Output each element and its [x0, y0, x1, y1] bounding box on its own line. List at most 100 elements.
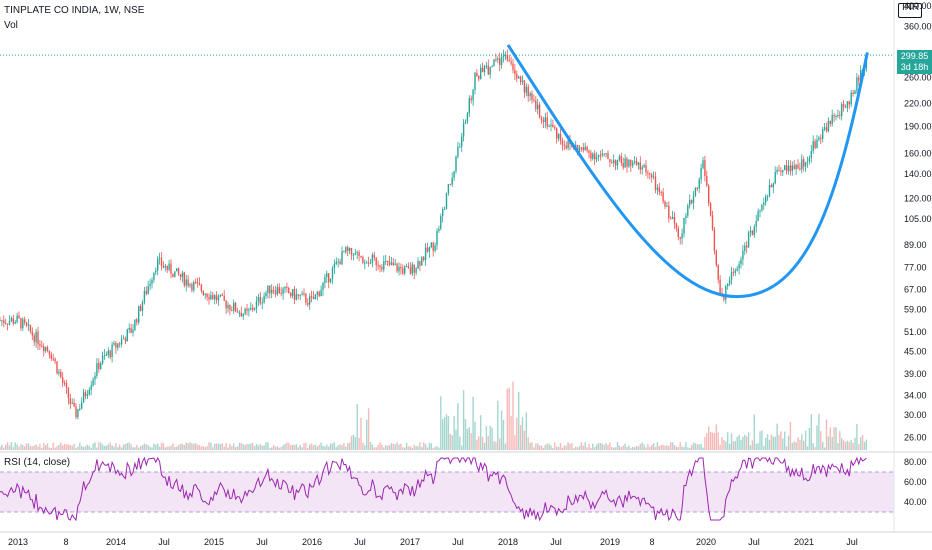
volume-bar: [804, 430, 807, 450]
candle-body: [347, 247, 349, 251]
candle-body: [157, 258, 159, 271]
candle-body: [540, 117, 543, 121]
candle-body: [278, 287, 280, 294]
volume-bar: [6, 442, 9, 450]
candle-body: [386, 260, 389, 262]
price-tick-label: 34.00: [904, 391, 927, 401]
volume-bar: [504, 443, 507, 450]
volume-bar: [668, 445, 670, 450]
candle-body: [770, 185, 773, 188]
volume-bar: [335, 447, 337, 450]
volume-bar: [789, 421, 792, 450]
candle-body: [284, 286, 286, 289]
currency-button[interactable]: [898, 3, 922, 18]
candle-body: [404, 266, 406, 274]
time-tick-label: 2013: [8, 537, 28, 547]
volume-bar: [81, 445, 83, 450]
volume-bar: [60, 442, 62, 450]
candle-body: [265, 293, 267, 297]
candle-body: [48, 350, 51, 355]
candle-body: [846, 101, 849, 108]
volume-bar: [759, 431, 761, 450]
candle-body: [1, 320, 3, 322]
volume-bar: [776, 423, 778, 450]
volume-bar: [343, 443, 345, 450]
candle-body: [497, 58, 499, 60]
volume-bar: [113, 446, 115, 450]
candle-body: [335, 261, 337, 264]
volume-bar: [381, 444, 383, 450]
candle-body: [719, 279, 721, 295]
candle-body: [364, 262, 366, 264]
volume-bar: [191, 443, 193, 450]
candle-body: [385, 260, 387, 262]
candle-body: [768, 185, 771, 197]
volume-bar: [738, 434, 740, 450]
volume-bar: [633, 447, 636, 450]
candle-body: [236, 311, 239, 313]
volume-bar: [253, 446, 256, 450]
candle-body: [603, 153, 605, 155]
volume-bar: [392, 443, 394, 450]
volume-bar: [502, 419, 505, 450]
time-tick-label: 2021: [794, 537, 814, 547]
volume-bar: [518, 391, 520, 450]
candle-body: [324, 277, 326, 283]
price-tick-label: 400.00: [904, 1, 932, 11]
candle-body: [641, 167, 643, 170]
volume-bar: [109, 442, 111, 450]
volume-bar: [238, 442, 241, 450]
time-tick-label: 2018: [498, 537, 518, 547]
candle-body: [333, 263, 336, 269]
volume-bar: [96, 447, 98, 450]
candle-body: [673, 216, 676, 224]
price-tick-label: 140.00: [904, 169, 932, 179]
candle-body: [107, 350, 109, 355]
volume-bar: [472, 396, 474, 450]
volume-bar: [265, 442, 267, 450]
candle-body: [666, 205, 668, 207]
candle-body: [27, 324, 30, 326]
candle-body: [242, 313, 244, 317]
volume-bar: [33, 445, 35, 450]
volume-bar: [563, 445, 565, 450]
volume-bar: [394, 444, 396, 450]
volume-bar: [466, 428, 469, 450]
rsi-band: [0, 472, 894, 512]
volume-bar: [715, 424, 717, 450]
candle-body: [413, 264, 415, 273]
volume-bar: [71, 445, 73, 450]
volume-bar: [195, 443, 197, 450]
volume-bar: [689, 447, 691, 450]
candle-body: [791, 165, 793, 172]
candle-body: [90, 385, 92, 390]
candle-body: [852, 92, 854, 94]
candle-body: [776, 169, 778, 173]
candle-body: [607, 153, 609, 160]
volume-bar: [816, 425, 818, 450]
volume-bar: [651, 444, 653, 450]
candle-body: [780, 170, 782, 173]
volume-bar: [542, 447, 545, 450]
candle-body: [328, 273, 330, 283]
volume-bar: [647, 443, 649, 450]
candle-body: [63, 382, 66, 384]
volume-bar: [297, 447, 299, 450]
volume-bar: [92, 443, 94, 450]
volume-bar: [461, 445, 463, 450]
candle-body: [221, 294, 223, 296]
candle-body: [415, 268, 417, 273]
candle-body: [599, 155, 602, 157]
candle-body: [812, 141, 814, 152]
volume-bar: [580, 442, 583, 450]
volume-bar: [168, 446, 170, 450]
rsi-line: [0, 456, 867, 522]
candle-body: [318, 291, 320, 297]
volume-bar: [417, 445, 419, 450]
candle-body: [736, 268, 738, 271]
candle-body: [557, 133, 560, 139]
rsi-tick-label: 60.00: [904, 477, 927, 487]
candle-body: [521, 80, 524, 82]
candle-body: [193, 281, 195, 291]
